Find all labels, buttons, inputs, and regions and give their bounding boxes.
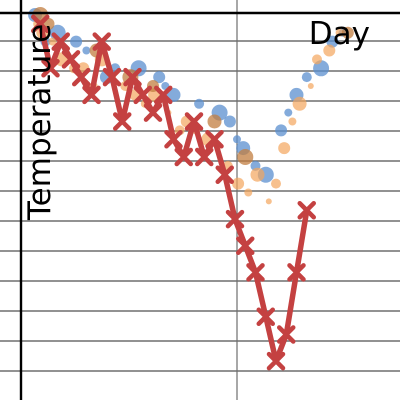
x-marker xyxy=(277,325,296,344)
x-marker xyxy=(195,147,214,167)
x-marker xyxy=(41,59,60,78)
x-marker xyxy=(92,32,111,51)
blue-data-point xyxy=(284,108,293,117)
x-marker xyxy=(143,103,163,122)
series-orange-points xyxy=(33,18,344,205)
orange-data-point xyxy=(307,83,314,89)
x-marker xyxy=(164,130,183,149)
blue-data-point xyxy=(223,115,236,128)
x-marker xyxy=(287,263,306,282)
orange-data-point xyxy=(288,117,297,126)
blue-data-point xyxy=(166,87,181,102)
blue-data-point xyxy=(194,98,205,109)
orange-data-point xyxy=(278,142,291,155)
x-marker xyxy=(51,32,70,51)
x-marker xyxy=(174,147,193,167)
x-marker xyxy=(82,85,101,105)
blue-data-point xyxy=(82,46,91,55)
x-marker xyxy=(31,14,50,34)
blue-data-point xyxy=(275,124,288,137)
orange-data-point xyxy=(48,37,57,46)
orange-data-point xyxy=(335,28,344,37)
x-marker xyxy=(297,201,316,220)
series-brown-points xyxy=(32,7,354,165)
x-marker xyxy=(256,307,275,326)
orange-data-point xyxy=(323,44,336,57)
x-marker xyxy=(72,67,91,87)
x-marker xyxy=(123,67,142,87)
x-marker xyxy=(113,112,132,131)
orange-data-point xyxy=(250,167,265,182)
x-marker xyxy=(236,236,255,255)
y-axis-label: Temperature xyxy=(22,24,58,221)
brown-data-point xyxy=(237,149,254,165)
x-marker xyxy=(266,351,286,371)
x-axis-label: Day xyxy=(309,16,370,52)
orange-data-point xyxy=(292,96,307,111)
x-marker xyxy=(61,50,81,69)
brown-data-point xyxy=(207,114,222,129)
x-marker xyxy=(102,67,122,87)
x-marker xyxy=(154,85,173,105)
blue-data-point xyxy=(301,72,312,83)
x-marker xyxy=(246,263,265,282)
orange-data-point xyxy=(312,54,322,65)
x-marker xyxy=(133,85,152,105)
blue-data-point xyxy=(233,135,241,144)
orange-data-point xyxy=(244,188,253,197)
blue-data-point xyxy=(153,71,166,84)
orange-data-point xyxy=(232,177,245,190)
brown-data-point xyxy=(341,26,354,39)
x-marker xyxy=(184,112,204,131)
blue-data-point xyxy=(70,35,83,48)
series-markers xyxy=(31,14,316,371)
orange-data-point xyxy=(271,178,281,189)
orange-data-point xyxy=(265,198,272,205)
x-marker xyxy=(215,165,234,184)
x-marker xyxy=(205,130,224,149)
x-marker xyxy=(225,209,245,229)
